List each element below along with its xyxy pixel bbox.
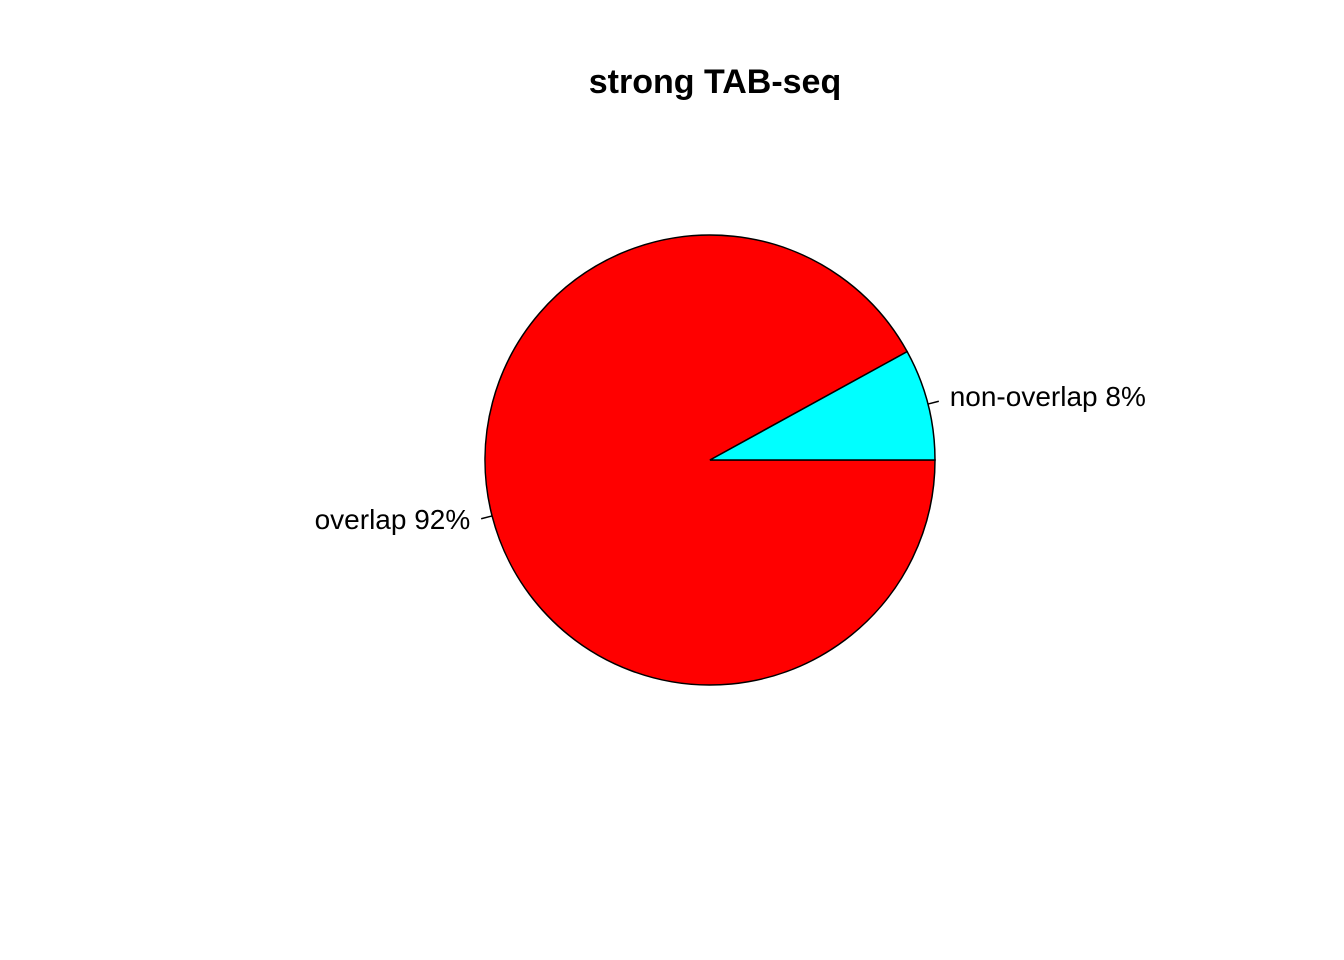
slice-label-overlap: overlap 92%: [315, 504, 471, 535]
slice-label-non-overlap: non-overlap 8%: [950, 381, 1146, 412]
label-tick-overlap: [480, 515, 493, 520]
chart-title: strong TAB-seq: [589, 63, 841, 101]
label-ticks: [480, 400, 940, 520]
slice-labels: overlap 92% non-overlap 8%: [315, 381, 1146, 535]
pie-slices: [484, 234, 936, 686]
label-tick-non-overlap: [927, 400, 940, 405]
